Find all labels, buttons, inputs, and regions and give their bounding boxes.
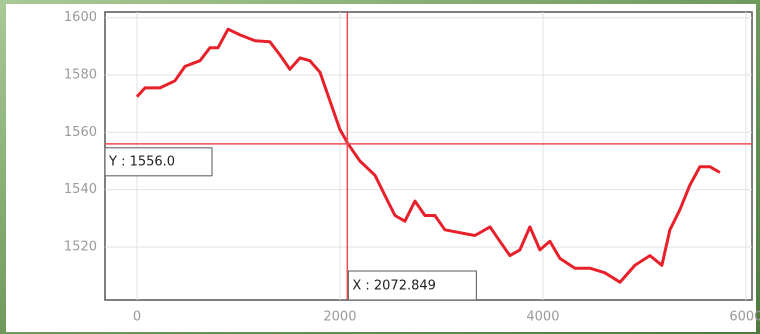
y-tick-label: 1540: [64, 182, 97, 197]
cursor-x-label: X : 2072.849: [352, 279, 436, 294]
y-tick-label: 1520: [64, 239, 97, 254]
plot-area: [104, 11, 753, 301]
cursor-x-box: [347, 270, 477, 301]
x-tick-label: 0: [133, 310, 141, 325]
x-tick-label: 6000: [729, 310, 760, 325]
x-tick-label: 2000: [323, 310, 356, 325]
y-tick-label: 1600: [64, 10, 97, 25]
y-tick-label: 1580: [64, 68, 97, 83]
line: [135, 27, 721, 284]
cursor-y-box: [104, 147, 213, 177]
y-tick-label: 1560: [64, 125, 97, 140]
x-tick-label: 4000: [526, 310, 559, 325]
cursor-y-label: Y : 1556.0: [108, 154, 175, 169]
